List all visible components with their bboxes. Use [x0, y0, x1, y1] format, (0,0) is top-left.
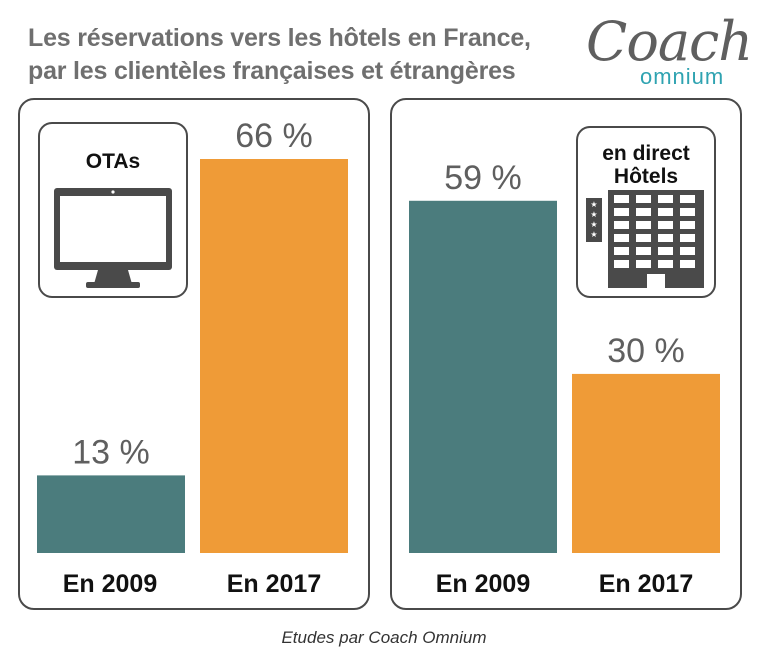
category-label: En 2017: [227, 570, 322, 598]
bar-value-label: 59 %: [444, 159, 522, 197]
category-label: En 2009: [436, 570, 531, 598]
category-label: En 2009: [63, 570, 158, 598]
bar-value-label: 30 %: [607, 332, 685, 370]
panel-otas: [18, 98, 370, 610]
otas-label: OTAs: [85, 150, 141, 173]
direct-hotels-label-line-2: Hôtels: [613, 165, 679, 188]
bar-direct-0: [409, 200, 557, 553]
svg-text:★: ★: [590, 220, 597, 229]
logo-coach-text: Coach: [586, 10, 753, 73]
svg-text:★: ★: [590, 200, 597, 209]
category-label: En 2017: [599, 570, 694, 598]
title-line-1: Les réservations vers les hôtels en Fran…: [28, 24, 531, 52]
otas-icon-box: OTAs: [38, 122, 188, 298]
panel-direct-hotels: [390, 98, 742, 610]
coach-omnium-logo: Coach omnium: [572, 6, 762, 96]
logo-omnium-text: omnium: [640, 64, 725, 89]
bar-otas-1: [200, 159, 348, 553]
direct-hotels-label-line-1: en direct: [602, 142, 690, 165]
computer-monitor-icon: [54, 188, 172, 288]
direct-hotels-icon-box: en direct Hôtels ★ ★ ★ ★: [576, 126, 716, 298]
footer-source: Etudes par Coach Omnium: [281, 628, 487, 647]
hotel-building-icon: ★ ★ ★ ★: [586, 190, 704, 288]
title-line-2: par les clientèles françaises et étrangè…: [28, 57, 516, 85]
chart-title: Les réservations vers les hôtels en Fran…: [28, 22, 568, 88]
bar-direct-1: [572, 373, 720, 553]
direct-hotels-label: en direct Hôtels: [578, 142, 714, 188]
svg-text:★: ★: [590, 210, 597, 219]
svg-text:★: ★: [590, 230, 597, 239]
bar-value-label: 13 %: [72, 433, 150, 471]
bar-value-label: 66 %: [235, 117, 313, 155]
bar-otas-0: [37, 475, 185, 553]
